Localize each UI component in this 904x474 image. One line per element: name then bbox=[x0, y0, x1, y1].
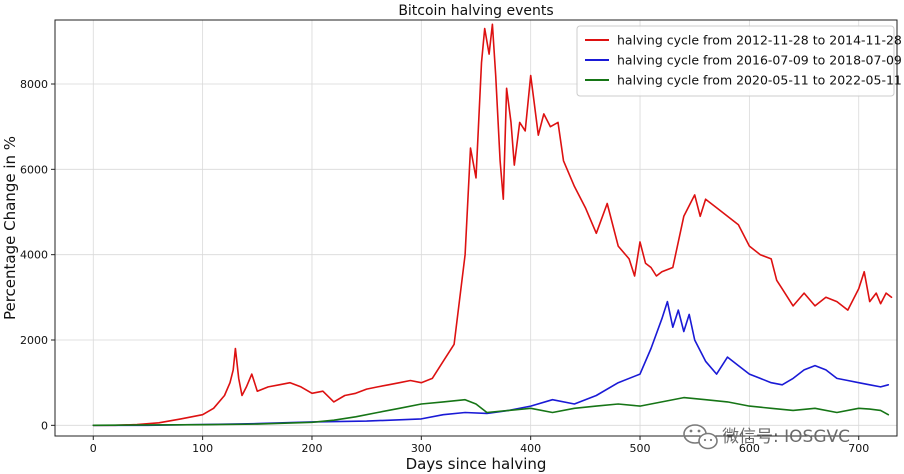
series-line-2 bbox=[92, 300, 890, 427]
y-axis-ticks: 0 2000 4000 6000 8000 bbox=[20, 78, 55, 432]
series-line-1 bbox=[92, 23, 893, 427]
x-tick-label: 0 bbox=[90, 442, 97, 455]
wechat-logo-icon bbox=[683, 424, 718, 450]
y-tick-label: 8000 bbox=[20, 78, 48, 91]
x-axis-label: Days since halving bbox=[406, 455, 547, 473]
x-tick-label: 500 bbox=[630, 442, 651, 455]
y-tick-label: 2000 bbox=[20, 334, 48, 347]
legend-label: halving cycle from 2016-07-09 to 2018-07… bbox=[617, 53, 902, 68]
watermark-text: 微信号: IOSGVC bbox=[722, 427, 850, 447]
y-tick-label: 0 bbox=[41, 419, 48, 432]
legend-label: halving cycle from 2012-11-28 to 2014-11… bbox=[617, 33, 902, 48]
legend: halving cycle from 2012-11-28 to 2014-11… bbox=[576, 25, 902, 97]
x-tick-label: 400 bbox=[520, 442, 541, 455]
x-tick-label: 100 bbox=[192, 442, 213, 455]
chart-title: Bitcoin halving events bbox=[398, 3, 553, 19]
legend-box bbox=[576, 25, 895, 97]
y-axis-label: Percentage Change in % bbox=[1, 136, 19, 320]
x-tick-label: 700 bbox=[848, 442, 869, 455]
x-tick-label: 300 bbox=[411, 442, 432, 455]
watermark: 微信号: IOSGVC bbox=[683, 424, 850, 450]
x-tick-label: 200 bbox=[301, 442, 322, 455]
legend-items: halving cycle from 2012-11-28 to 2014-11… bbox=[585, 33, 902, 88]
x-tick-label: 600 bbox=[739, 442, 760, 455]
y-tick-label: 6000 bbox=[20, 163, 48, 176]
series-line-3 bbox=[92, 396, 890, 427]
legend-label: halving cycle from 2020-05-11 to 2022-05… bbox=[617, 73, 902, 88]
plot-frame bbox=[54, 19, 898, 437]
series-lines bbox=[92, 23, 893, 427]
y-tick-label: 4000 bbox=[20, 249, 48, 262]
x-axis-ticks: 0 100 200 300 400 500 600 700 bbox=[90, 436, 869, 455]
